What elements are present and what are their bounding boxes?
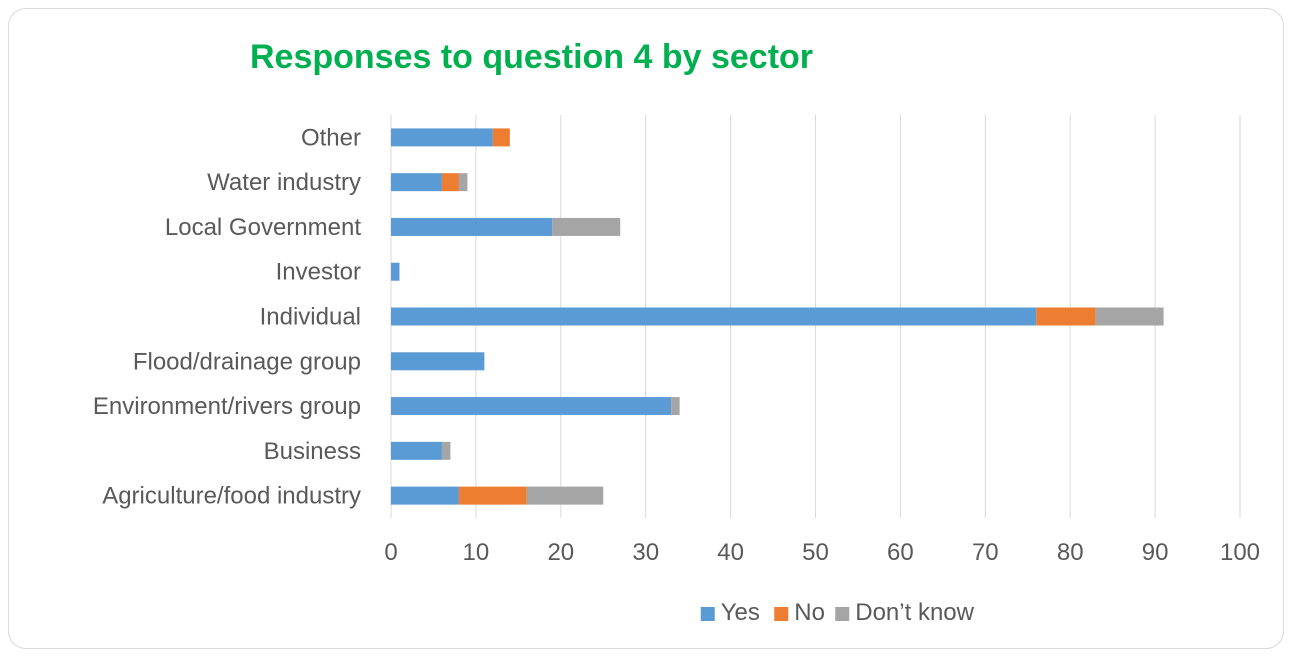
x-tick-label: 80 [1057, 539, 1084, 566]
bar-environment-rivers-group-don-t-know [671, 397, 680, 416]
bar-water-industry-no [441, 173, 459, 192]
bar-agriculture-food-industry-no [458, 486, 527, 505]
legend-swatch [774, 607, 789, 621]
bar-flood-drainage-group-yes [391, 352, 485, 371]
category-label: Flood/drainage group [133, 348, 361, 375]
category-label: Individual [260, 304, 361, 331]
legend-label: No [794, 599, 825, 626]
category-labels: Agriculture/food industry Business Environ… [93, 124, 361, 509]
x-tick-label: 10 [463, 539, 490, 566]
x-tick-label: 20 [547, 539, 574, 566]
x-tick-label: 30 [632, 539, 659, 566]
x-tick-label: 40 [717, 539, 744, 566]
bar-water-industry-don-t-know [458, 173, 468, 192]
category-label: Water industry [207, 169, 361, 196]
category-label: Investor [276, 259, 361, 286]
chart-title: Responses to question 4 by sector [250, 38, 814, 76]
category-label: Agriculture/food industry [102, 483, 361, 510]
legend-label: Yes [721, 599, 760, 626]
bars [391, 128, 1164, 505]
category-label: Environment/rivers group [93, 393, 361, 420]
legend-item-don-t-know: Don’t know [835, 599, 975, 626]
legend-label: Don’t know [855, 599, 974, 626]
bar-local-government-don-t-know [552, 217, 621, 236]
x-tick-label: 60 [887, 539, 914, 566]
x-tick-label: 100 [1220, 539, 1260, 566]
legend-item-yes: Yes [700, 599, 760, 626]
bar-other-no [492, 128, 510, 147]
x-tick-label: 70 [972, 539, 999, 566]
x-tick-labels: 0 10 20 30 40 50 60 70 80 90 100 [384, 539, 1260, 566]
bar-local-government-yes [391, 217, 553, 236]
bar-other-yes [391, 128, 493, 147]
bar-individual-don-t-know [1095, 307, 1164, 326]
category-label: Other [301, 124, 361, 151]
category-label: Business [264, 438, 361, 465]
bar-business-yes [391, 441, 442, 460]
legend-swatch [700, 607, 715, 621]
bar-individual-yes [391, 307, 1037, 326]
bar-business-don-t-know [441, 441, 451, 460]
bar-environment-rivers-group-yes [391, 397, 672, 416]
legend: Yes No Don’t know [700, 599, 975, 626]
bar-agriculture-food-industry-yes [391, 486, 459, 505]
bar-agriculture-food-industry-don-t-know [526, 486, 604, 505]
x-tick-label: 0 [384, 539, 397, 566]
bar-water-industry-yes [391, 173, 442, 192]
bar-individual-no [1036, 307, 1096, 326]
legend-swatch [835, 607, 850, 621]
legend-item-no: No [774, 599, 825, 626]
bar-investor-yes [391, 262, 400, 281]
x-tick-label: 50 [802, 539, 829, 566]
category-label: Local Government [165, 214, 361, 241]
x-tick-label: 90 [1142, 539, 1169, 566]
